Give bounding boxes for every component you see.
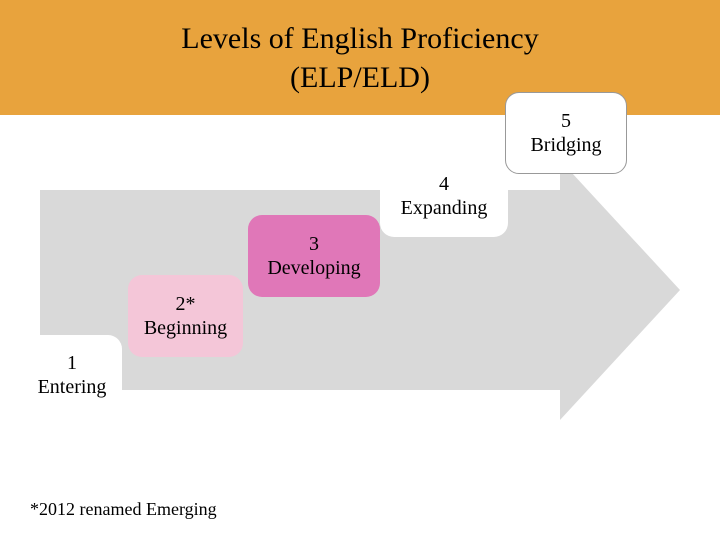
level-box-4: 4Expanding (380, 155, 508, 237)
level-label: Bridging (530, 133, 601, 157)
level-number: 2* (176, 292, 196, 316)
title-line-2: (ELP/ELD) (290, 61, 430, 94)
level-number: 1 (67, 351, 77, 375)
level-box-1: 1Entering (22, 335, 122, 415)
level-label: Beginning (144, 316, 227, 340)
level-label: Entering (38, 375, 107, 399)
level-box-2: 2*Beginning (128, 275, 243, 357)
page-title: Levels of English Proficiency (ELP/ELD) (181, 19, 538, 97)
level-number: 5 (561, 109, 571, 133)
level-box-5: 5Bridging (505, 92, 627, 174)
level-number: 4 (439, 172, 449, 196)
footnote: *2012 renamed Emerging (30, 499, 217, 520)
level-label: Developing (267, 256, 360, 280)
level-box-3: 3Developing (248, 215, 380, 297)
title-line-1: Levels of English Proficiency (181, 22, 538, 55)
level-number: 3 (309, 232, 319, 256)
level-label: Expanding (401, 196, 488, 220)
